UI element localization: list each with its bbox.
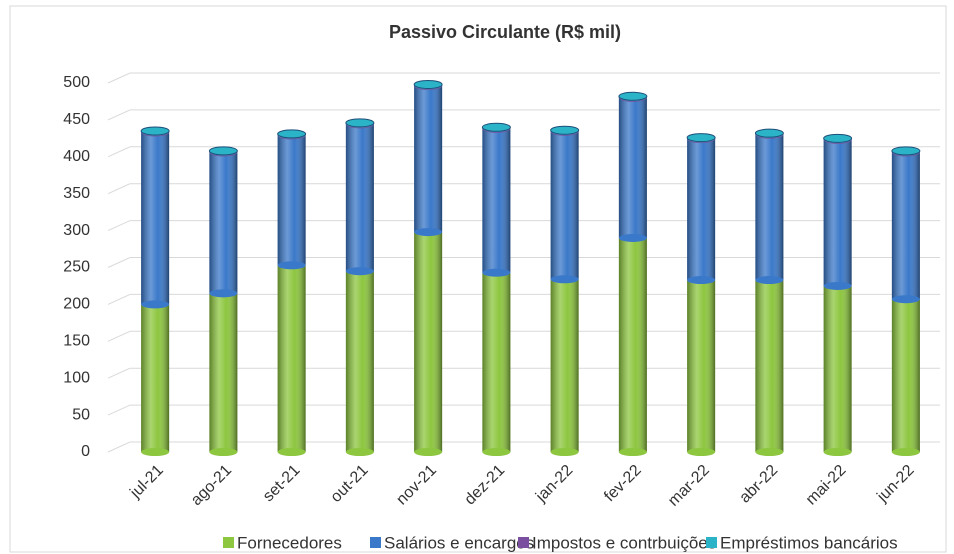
y-tick-label: 300 — [63, 222, 90, 239]
grid-depth — [107, 72, 131, 84]
bar-cap — [277, 129, 307, 139]
bar-shading — [345, 271, 374, 452]
bar-cap — [686, 133, 716, 143]
legend-label: Salários e encargos — [384, 533, 534, 552]
bar-shading — [414, 232, 443, 452]
bar-bottom-curve — [277, 261, 306, 270]
bar-shading — [482, 128, 511, 273]
y-tick-label: 100 — [63, 369, 90, 386]
grid-depth — [107, 367, 131, 379]
legend-swatch — [706, 537, 717, 548]
grid-depth — [107, 330, 131, 342]
bar-shading — [618, 237, 647, 452]
bar-bottom-curve — [482, 448, 511, 456]
grid-depth — [107, 293, 131, 305]
bar-bottom-curve — [823, 281, 852, 290]
bar-shading — [345, 124, 374, 272]
bar-cap — [823, 133, 853, 143]
bar-bottom-curve — [755, 276, 784, 285]
bar-shading — [891, 152, 920, 300]
bar-bottom-curve — [891, 448, 920, 456]
bar-bottom-curve — [345, 267, 374, 276]
legend-label: Impostos e contrbuições — [532, 533, 716, 552]
legend-swatch — [518, 537, 529, 548]
bar-shading — [550, 131, 579, 280]
y-tick-label: 450 — [63, 111, 90, 128]
chart-title: Passivo Circulante (R$ mil) — [389, 22, 621, 42]
y-tick-label: 250 — [63, 259, 90, 276]
y-tick-label: 400 — [63, 148, 90, 165]
bar-shading — [277, 265, 306, 452]
bar-bottom-curve — [141, 448, 170, 456]
bar-shading — [755, 280, 784, 452]
bar-bottom-curve — [209, 289, 238, 298]
bar-shading — [209, 152, 238, 294]
bar-bottom-curve — [345, 448, 374, 456]
y-tick-label: 200 — [63, 296, 90, 313]
bar-cap — [618, 91, 648, 101]
bar-bottom-curve — [891, 295, 920, 304]
bar-shading — [823, 285, 852, 452]
bar-bottom-curve — [209, 448, 238, 456]
grid-depth — [107, 109, 131, 121]
bar-cap — [208, 146, 238, 156]
bar-bottom-curve — [277, 448, 306, 456]
bar-shading — [618, 97, 647, 238]
bar-bottom-curve — [550, 448, 579, 456]
bar-cap — [891, 146, 921, 156]
bar-shading — [482, 272, 511, 452]
bar-cap — [550, 125, 580, 135]
y-tick-label: 350 — [63, 185, 90, 202]
bar-bottom-curve — [618, 233, 647, 242]
bar-bottom-curve — [823, 448, 852, 456]
y-tick-label: 50 — [72, 406, 90, 423]
legend-label: Empréstimos bancários — [720, 533, 898, 552]
grid-depth — [107, 146, 131, 158]
legend-swatch — [370, 537, 381, 548]
grid-depth — [107, 404, 131, 416]
grid-depth — [107, 220, 131, 232]
y-tick-label: 150 — [63, 333, 90, 350]
y-tick-label: 500 — [63, 74, 90, 91]
grid-depth — [107, 257, 131, 268]
bar-shading — [891, 299, 920, 452]
legend-swatch — [223, 537, 234, 548]
bar-bottom-curve — [755, 448, 784, 456]
bar-bottom-curve — [414, 448, 443, 456]
bar-shading — [277, 135, 306, 266]
bar-shading — [141, 132, 170, 305]
bar-shading — [755, 134, 784, 281]
bar-bottom-curve — [550, 275, 579, 284]
bar-bottom-curve — [687, 276, 716, 285]
bar-bottom-curve — [618, 448, 647, 456]
bar-bottom-curve — [414, 228, 443, 237]
bar-bottom-curve — [687, 448, 716, 456]
bar-bottom-curve — [141, 300, 170, 309]
bar-shading — [141, 304, 170, 452]
bar-shading — [687, 280, 716, 452]
y-tick-label: 0 — [81, 443, 90, 460]
bar-cap — [481, 122, 511, 132]
bar-shading — [687, 139, 716, 281]
bar-cap — [140, 126, 170, 136]
bar-cap — [345, 118, 375, 128]
grid-depth — [107, 183, 131, 195]
bar-bottom-curve — [482, 268, 511, 277]
bar-shading — [823, 139, 852, 286]
bar-shading — [414, 85, 443, 233]
legend-label: Fornecedores — [237, 533, 342, 552]
bar-shading — [209, 293, 238, 452]
grid-depth — [107, 441, 131, 453]
bar-cap — [754, 128, 784, 138]
bar-shading — [550, 279, 579, 452]
bar-cap — [413, 79, 443, 89]
